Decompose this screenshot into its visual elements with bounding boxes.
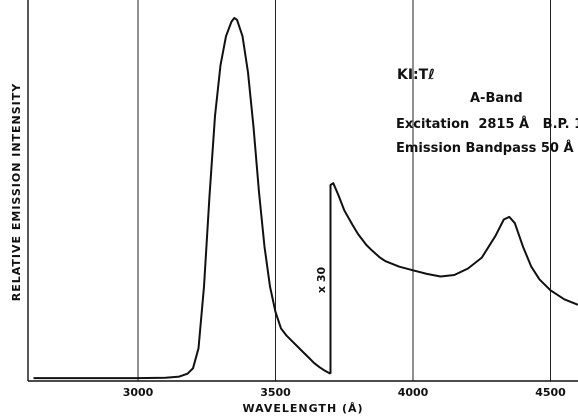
x-tick-label-4500: 4500 xyxy=(535,386,566,399)
series-layer xyxy=(33,17,578,380)
annotation-excitation: Excitation 2815 Å B.P. 17Å xyxy=(396,116,578,132)
y-axis-title: RELATIVE EMISSION INTENSITY xyxy=(10,83,23,302)
series-line-x30 xyxy=(329,182,578,374)
annotation-emission: Emission Bandpass 50 Å xyxy=(396,140,574,156)
x-tick-label-4000: 4000 xyxy=(398,386,429,399)
x-tick-label-3500: 3500 xyxy=(260,386,291,399)
annotation-scale-factor: x 30 xyxy=(315,267,328,294)
annotation-compound: KI:Tℓ xyxy=(397,67,435,83)
tick-labels: 3000 3500 4000 4500 xyxy=(123,386,566,399)
x-axis-title: WAVELENGTH (Å) xyxy=(242,402,363,415)
gridlines xyxy=(137,0,551,381)
series-line-main xyxy=(33,17,331,380)
annotation-band: A-Band xyxy=(470,91,523,106)
x-tick-label-3000: 3000 xyxy=(123,386,154,399)
